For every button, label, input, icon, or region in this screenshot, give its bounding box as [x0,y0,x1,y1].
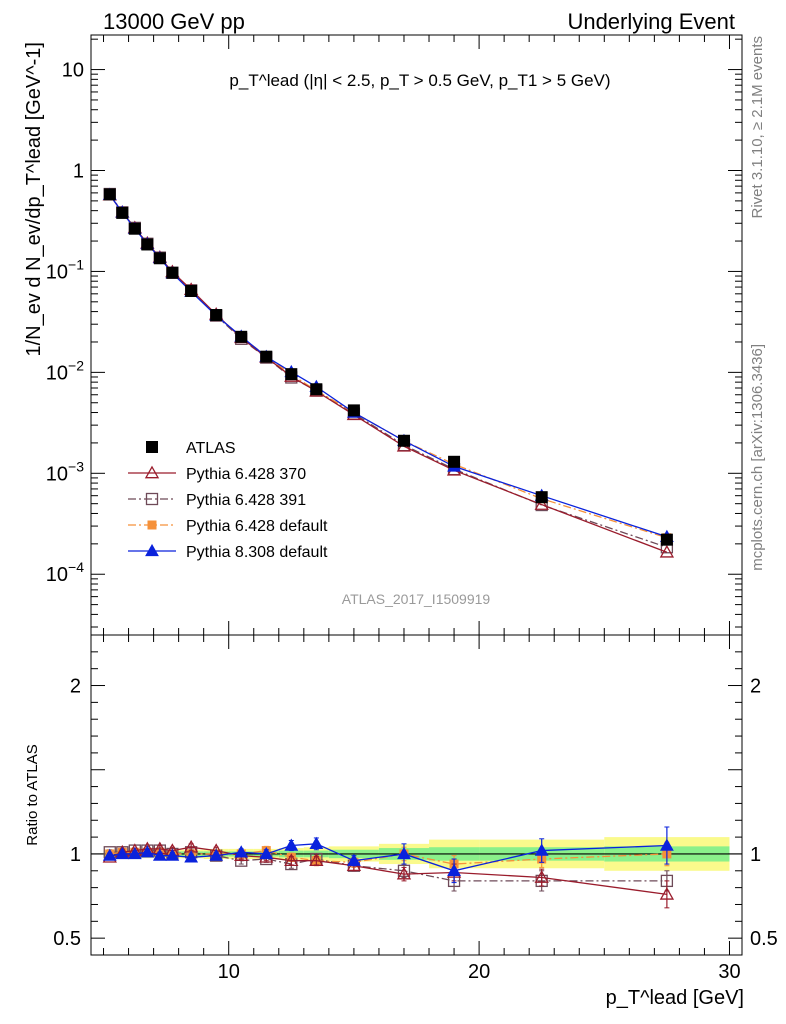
header-right: Underlying Event [567,9,735,34]
main-panel: 10−4 10−3 10−2 10−1 1 10 p_T^lead (|η| < 2.5,… [23,34,743,636]
ratio-point-p370 [284,853,299,867]
data-point-atlas [166,266,179,279]
ratio-point-p8def [152,848,167,861]
ratio-point-p370 [309,853,324,867]
y-tick-label: 10−2 [46,357,84,384]
ratio-point-p370 [534,870,549,883]
ratio-point-p8def [447,863,461,876]
data-point-atlas [397,434,410,447]
data-point-p370 [534,497,549,510]
legend-marker-p6def [147,520,157,530]
legend-marker-atlas [146,441,158,453]
ratio-ylabel: Ratio to ATLAS [24,744,41,845]
legend-marker-p391 [145,492,159,506]
series-line-p6def [109,194,668,539]
data-point-atlas [153,252,166,265]
data-point-atlas [210,309,223,322]
data-point-atlas [535,491,548,504]
legend-marker-p370 [144,465,160,479]
ratio-point-p8def [184,850,199,863]
data-point-atlas [260,350,273,363]
series-line-p8def [109,194,668,538]
side-text-bottom: mcplots.cern.ch [arXiv:1306.3436] [749,344,766,571]
main-ylabel: 1/N_ev d N_ev/dp_T^lead [GeV^-1] [23,42,45,357]
x-tick-label: 10 [218,961,240,983]
data-point-atlas [235,330,248,343]
ratio-point-p8def [115,846,130,860]
ratio-y-tick-label: 1 [70,844,81,866]
ratio-series-p8def [102,826,674,884]
data-point-atlas [660,533,673,546]
header-left: 13000 GeV pp [103,9,245,34]
legend-label-atlas: ATLAS [186,440,236,457]
ratio-point-p8def [346,853,361,866]
series-p8def [102,187,674,542]
side-text-top: Rivet 3.1.10, ≥ 2.1M events [749,36,766,219]
ratio-panel: 0.5 0.5 1 1 2 2 10 20 30 Ratio to ATLAS p_T^lea… [24,634,778,1009]
ratio-frame [90,634,743,956]
legend-marker-p8def [145,543,159,557]
y-tick-label: 1 [73,160,84,182]
y-tick-label: 10 [62,60,84,82]
ratio-point-p8def [397,846,411,860]
main-title: p_T^lead (|η| < 2.5, p_T > 0.5 GeV, p_T1… [229,71,610,90]
data-point-atlas [103,188,116,201]
ratio-point-p8def [659,838,674,851]
ratio-y-tick-label-right: 2 [750,676,761,698]
series-atlas [103,188,673,546]
x-tick-label: 30 [718,961,740,983]
y-tick-label: 10−3 [46,458,84,485]
ratio-point-p8def [284,838,299,851]
ratio-point-p8def [309,836,324,850]
legend-label-p370: Pythia 6.428 370 [186,466,306,483]
legend-label-p6def: Pythia 6.428 default [186,518,328,535]
ratio-y-tick-label-right: 0.5 [750,928,778,950]
ratio-point-p370 [659,886,675,900]
ratio-point-p8def [234,845,249,858]
series-p6def [105,189,672,543]
legend-label-p391: Pythia 6.428 391 [186,492,306,509]
data-point-atlas [347,404,360,417]
y-tick-label: 10−4 [46,559,84,586]
ratio-point-p8def [127,846,142,860]
ratio-point-p8def [259,846,274,860]
legend: ATLAS Pythia 6.428 370 Pythia 6.428 391 Pyt… [128,440,328,561]
x-tick-label: 20 [468,961,490,983]
ratio-point-p8def [209,848,224,861]
legend-label-p8def: Pythia 8.308 default [186,544,328,561]
ratio-point-p8def [165,848,180,861]
ratio-y-tick-label: 0.5 [53,928,81,950]
data-point-p370 [659,544,675,558]
xlabel: p_T^lead [GeV] [606,987,744,1009]
ratio-point-p8def [102,848,117,861]
y-tick-label: 10−1 [46,256,84,283]
ratio-point-p8def [534,843,549,856]
analysis-label: ATLAS_2017_I1509919 [342,591,491,607]
data-point-atlas [448,455,461,468]
data-point-atlas [141,238,154,251]
data-point-atlas [116,206,129,219]
ratio-point-p8def [140,845,155,858]
ratio-y-tick-label: 2 [70,676,81,698]
data-point-atlas [128,222,141,235]
ratio-point-p370 [396,866,412,880]
data-point-atlas [185,284,198,297]
data-point-atlas [285,368,298,381]
data-point-atlas [310,383,323,396]
ratio-y-tick-label-right: 1 [750,844,761,866]
